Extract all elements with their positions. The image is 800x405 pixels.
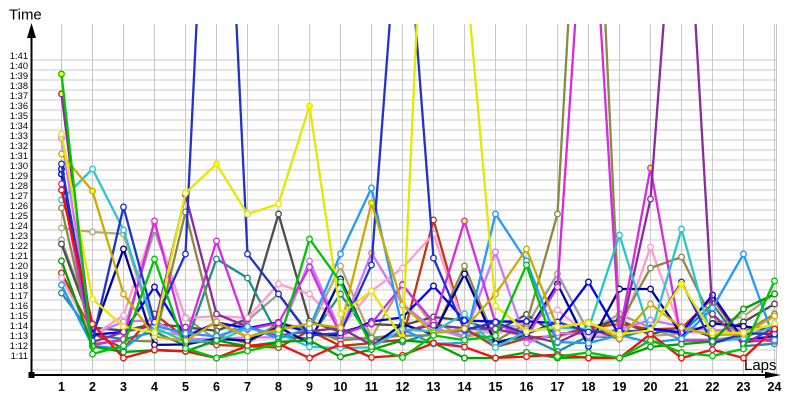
- svg-text:1:36: 1:36: [10, 101, 28, 111]
- svg-text:1:16: 1:16: [10, 301, 28, 311]
- svg-text:1:34: 1:34: [10, 121, 28, 131]
- svg-text:1:39: 1:39: [10, 71, 28, 81]
- svg-text:17: 17: [551, 380, 565, 394]
- svg-text:1:14: 1:14: [10, 321, 28, 331]
- svg-text:14: 14: [458, 380, 472, 394]
- svg-text:4: 4: [151, 380, 158, 394]
- svg-text:13: 13: [427, 380, 441, 394]
- svg-text:1:24: 1:24: [10, 221, 28, 231]
- svg-text:22: 22: [706, 380, 720, 394]
- svg-text:18: 18: [582, 380, 596, 394]
- svg-text:1:41: 1:41: [10, 51, 28, 61]
- svg-text:1:33: 1:33: [10, 131, 28, 141]
- svg-text:23: 23: [737, 380, 751, 394]
- svg-text:9: 9: [306, 380, 313, 394]
- svg-text:1:30: 1:30: [10, 161, 28, 171]
- svg-text:Time: Time: [9, 7, 42, 24]
- svg-text:1:35: 1:35: [10, 111, 28, 121]
- svg-text:1:12: 1:12: [10, 341, 28, 351]
- svg-text:Laps: Laps: [744, 357, 777, 374]
- svg-text:5: 5: [182, 380, 189, 394]
- svg-text:3: 3: [120, 380, 127, 394]
- svg-text:1:20: 1:20: [10, 261, 28, 271]
- svg-text:19: 19: [613, 380, 627, 394]
- svg-text:1:26: 1:26: [10, 201, 28, 211]
- svg-text:10: 10: [334, 380, 348, 394]
- svg-text:1:19: 1:19: [10, 271, 28, 281]
- svg-text:1:17: 1:17: [10, 291, 28, 301]
- svg-text:16: 16: [520, 380, 534, 394]
- svg-text:1:23: 1:23: [10, 231, 28, 241]
- svg-text:12: 12: [396, 380, 410, 394]
- svg-text:1:37: 1:37: [10, 91, 28, 101]
- svg-text:1:27: 1:27: [10, 191, 28, 201]
- svg-text:1:32: 1:32: [10, 141, 28, 151]
- svg-text:20: 20: [644, 380, 658, 394]
- svg-text:1:29: 1:29: [10, 171, 28, 181]
- svg-text:1:22: 1:22: [10, 241, 28, 251]
- svg-text:21: 21: [675, 380, 689, 394]
- svg-text:1:18: 1:18: [10, 281, 28, 291]
- svg-text:15: 15: [489, 380, 503, 394]
- svg-text:1: 1: [58, 380, 65, 394]
- svg-text:2: 2: [89, 380, 96, 394]
- svg-text:1:15: 1:15: [10, 311, 28, 321]
- svg-text:1:38: 1:38: [10, 81, 28, 91]
- svg-text:1:40: 1:40: [10, 61, 28, 71]
- svg-text:1:28: 1:28: [10, 181, 28, 191]
- svg-text:6: 6: [213, 380, 220, 394]
- svg-text:7: 7: [244, 380, 251, 394]
- svg-text:11: 11: [365, 380, 378, 394]
- svg-text:1:21: 1:21: [10, 251, 28, 261]
- svg-text:8: 8: [275, 380, 282, 394]
- svg-text:1:31: 1:31: [10, 151, 28, 161]
- svg-text:1:13: 1:13: [10, 331, 28, 341]
- svg-text:24: 24: [768, 380, 782, 394]
- svg-text:1:11: 1:11: [11, 351, 28, 361]
- svg-text:1:25: 1:25: [10, 211, 28, 221]
